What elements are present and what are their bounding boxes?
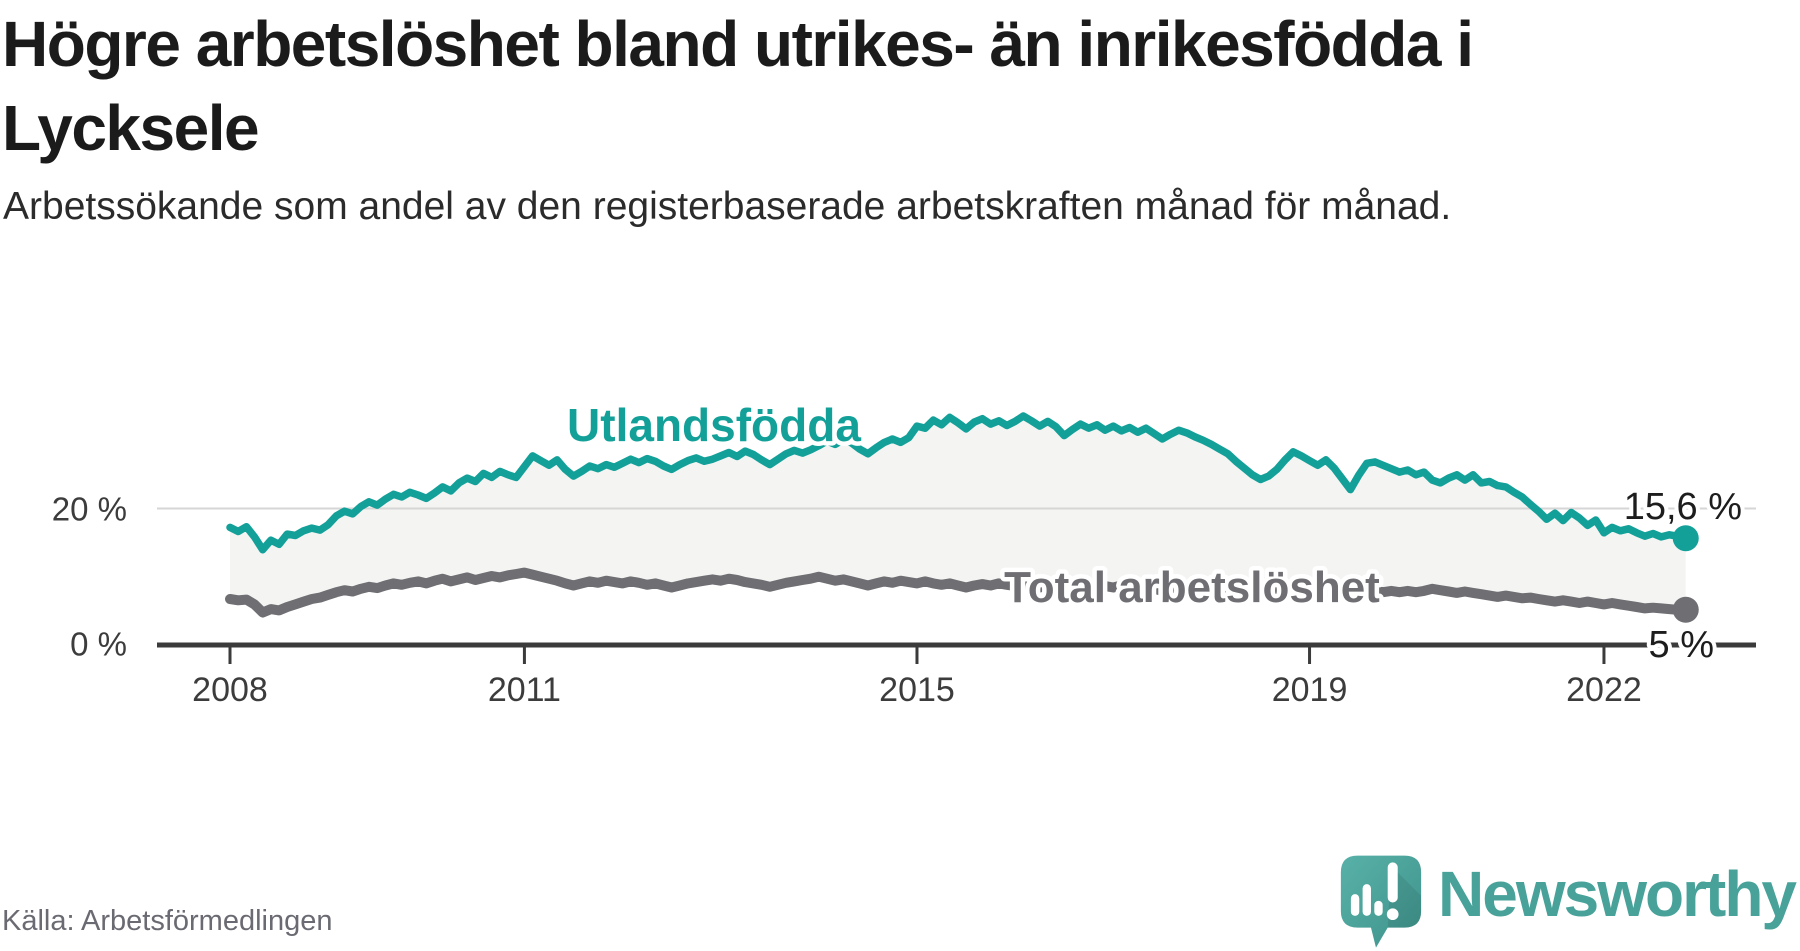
source-note: Källa: Arbetsförmedlingen: [2, 905, 333, 937]
y-tick-label-0: 0 %: [70, 626, 127, 663]
series-label-utlandsfodda: Utlandsfödda: [567, 399, 861, 451]
logo-bar-chart-exclamation: [1350, 862, 1399, 921]
line-total-arbetsloshet: [225, 567, 1691, 618]
end-dot-total: [1672, 596, 1699, 623]
end-label-utlandsfodda: 15,6 %: [1624, 486, 1742, 528]
end-label-total: 5 %: [1649, 624, 1714, 666]
series-label-total-arbetsloshet: Total arbetslöshet: [1004, 563, 1380, 612]
line-utlandsfodda: [226, 412, 1690, 554]
end-dot-utlandsfodda: [1672, 525, 1699, 552]
chart-subtitle: Arbetssökande som andel av den registerb…: [3, 185, 1452, 228]
brand-footer: Newsworthy: [1339, 854, 1797, 951]
x-tick-label-2008: 2008: [192, 671, 268, 709]
x-tick-label-2015: 2015: [879, 671, 955, 709]
x-tick-label-2019: 2019: [1272, 671, 1348, 709]
y-tick-label-20: 20 %: [52, 491, 127, 528]
x-tick-label-2011: 2011: [488, 671, 561, 709]
newsworthy-logo-icon: [1340, 855, 1422, 948]
x-tick-label-2022: 2022: [1566, 671, 1642, 709]
chart-title: Högre arbetslöshet bland utrikes- än inr…: [2, 8, 1474, 165]
brand-wordmark: Newsworthy: [1438, 858, 1797, 930]
